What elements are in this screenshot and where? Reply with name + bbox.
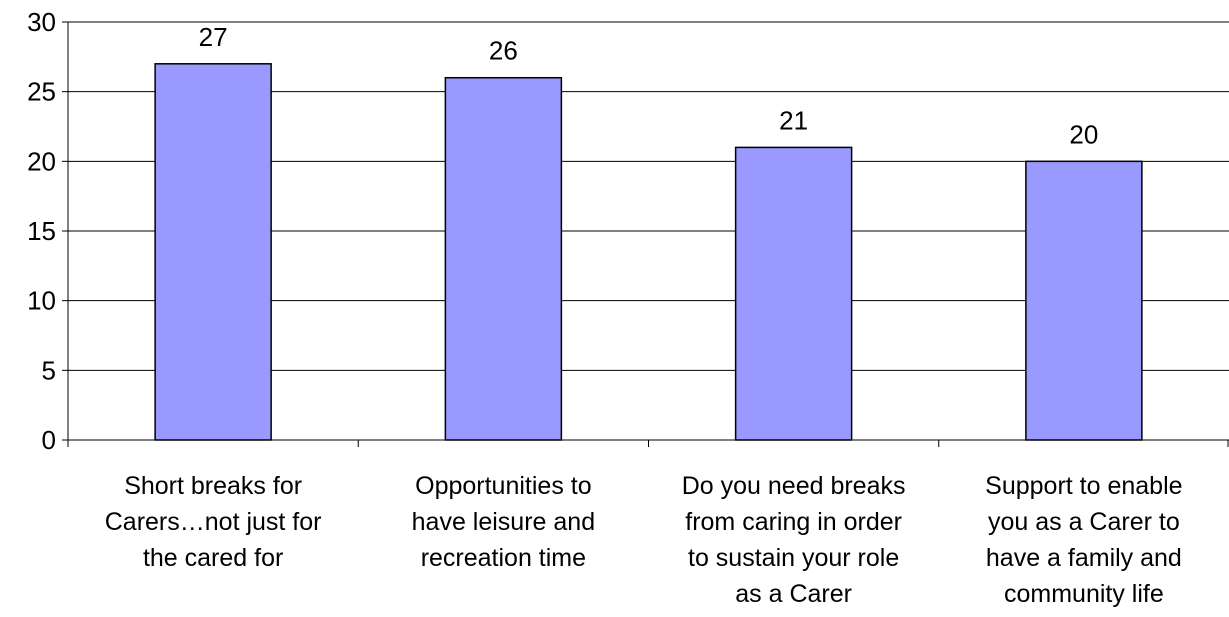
bars [154, 63, 1143, 441]
category-label-line: recreation time [421, 544, 586, 572]
category-label-line: Carers…not just for [105, 508, 322, 536]
bar-value-label: 26 [489, 36, 518, 66]
y-tick-label: 25 [27, 77, 56, 107]
category-label-line: Opportunities to [415, 472, 592, 500]
category-label-line: the cared for [143, 544, 283, 572]
category-label-line: community life [1004, 580, 1164, 608]
y-tick-label: 30 [27, 7, 56, 37]
bar [154, 63, 272, 441]
category-label-line: from caring in order [685, 508, 902, 536]
bar-value-label: 27 [199, 22, 228, 52]
bar-value-label: 21 [779, 105, 808, 135]
category-label-line: Support to enable [985, 472, 1182, 500]
data-labels: 27 26 21 20 [199, 22, 1099, 150]
bar [1025, 160, 1143, 441]
y-tick-label: 5 [42, 355, 56, 385]
bar [734, 146, 853, 441]
bar-value-label: 20 [1069, 119, 1098, 149]
y-axis-ticks: 0 5 10 15 20 25 30 [27, 7, 68, 455]
category-label-line: as a Carer [735, 580, 852, 608]
category-label-line: you as a Carer to [988, 508, 1180, 536]
y-tick-label: 0 [42, 425, 56, 455]
y-tick-label: 20 [27, 146, 56, 176]
category-label-line: Do you need breaks [682, 472, 906, 500]
category-label-line: have leisure and [412, 508, 595, 536]
category-labels: Short breaks for Carers…not just for the c… [105, 472, 1183, 608]
bar [444, 76, 563, 441]
x-axis-ticks [67, 440, 1229, 447]
y-tick-label: 10 [27, 286, 56, 316]
y-tick-label: 15 [27, 216, 56, 246]
category-label-line: to sustain your role [688, 544, 899, 572]
category-label-line: have a family and [986, 544, 1182, 572]
category-label-line: Short breaks for [124, 472, 302, 500]
